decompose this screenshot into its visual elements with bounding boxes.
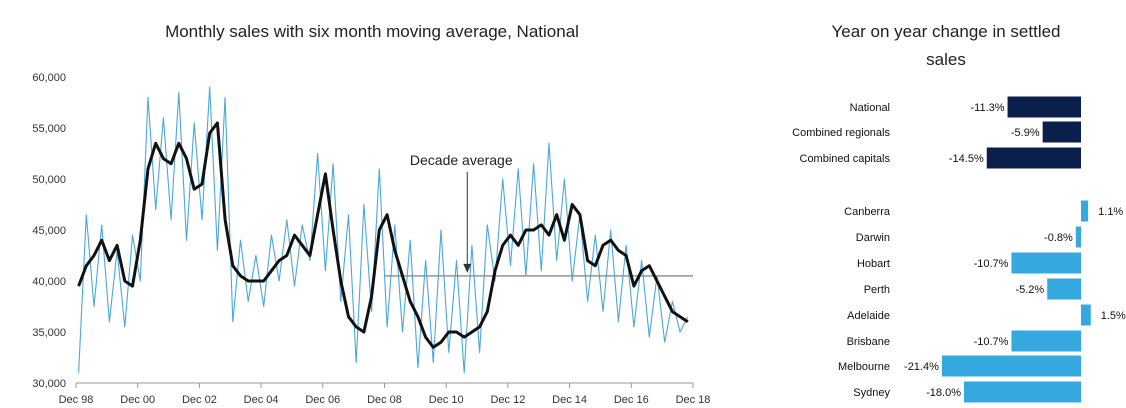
category-label: Perth: [864, 284, 890, 296]
value-label: -11.3%: [971, 102, 1005, 114]
category-label: Canberra: [844, 206, 891, 218]
y-tick-label: 50,000: [32, 174, 66, 186]
x-tick-label: Dec 02: [182, 394, 217, 406]
value-label: 1.1%: [1098, 206, 1123, 218]
value-label: -10.7%: [974, 258, 1009, 270]
line-chart: Monthly sales with six month moving aver…: [32, 22, 710, 406]
moving-average-line: [79, 123, 688, 347]
bar: [987, 148, 1081, 169]
category-label: Darwin: [856, 232, 890, 244]
value-label: -14.5%: [949, 153, 984, 165]
bar: [1011, 253, 1081, 274]
x-tick-label: Dec 06: [305, 394, 340, 406]
x-tick-label: Dec 04: [244, 394, 279, 406]
x-tick-label: Dec 14: [552, 394, 587, 406]
bar: [942, 356, 1081, 377]
value-label: -10.7%: [974, 336, 1009, 348]
y-tick-label: 60,000: [32, 72, 66, 84]
moving-average-series: [79, 123, 688, 347]
category-label: National: [850, 102, 890, 114]
value-label: -5.2%: [1015, 284, 1044, 296]
category-label: Sydney: [853, 387, 890, 399]
bar: [1081, 305, 1091, 326]
category-label: Hobart: [857, 258, 890, 270]
bar: [1047, 279, 1081, 300]
x-tick-label: Dec 08: [367, 394, 402, 406]
monthly-sales-line: [79, 87, 688, 373]
y-axis-ticks: 30,000 35,000 40,000 45,000 50,000 55,000 60,0…: [32, 72, 66, 390]
x-tick-label: Dec 10: [429, 394, 464, 406]
x-tick-label: Dec 18: [676, 394, 711, 406]
line-chart-title: Monthly sales with six month moving aver…: [165, 22, 579, 41]
value-label: 1.5%: [1101, 310, 1126, 322]
bar-chart-title-line-2: sales: [926, 50, 966, 69]
decade-average-label: Decade average: [410, 152, 513, 168]
y-tick-label: 45,000: [32, 225, 66, 237]
category-label: Brisbane: [847, 336, 890, 348]
x-tick-label: Dec 16: [614, 394, 649, 406]
y-tick-label: 30,000: [32, 378, 66, 390]
x-tick-label: Dec 12: [490, 394, 525, 406]
bar: [1081, 201, 1088, 222]
bar-chart-title-line-1: Year on year change in settled: [831, 22, 1060, 41]
value-label: -21.4%: [904, 361, 939, 373]
x-axis-ticks: Dec 98 Dec 00 Dec 02 Dec 04 Dec 06 Dec 08 Dec …: [59, 383, 711, 406]
monthly-sales-series: [79, 87, 688, 373]
bar: [964, 382, 1081, 403]
bar: [1043, 122, 1081, 143]
bar-series: National -11.3% Combined regionals -5.9% Com…: [792, 97, 1126, 403]
bar: [1011, 331, 1081, 352]
x-tick-label: Dec 00: [120, 394, 155, 406]
bar: [1076, 227, 1081, 248]
value-label: -0.8%: [1044, 232, 1073, 244]
category-label: Melbourne: [838, 361, 890, 373]
bar: [1008, 97, 1081, 118]
x-tick-label: Dec 98: [59, 394, 94, 406]
category-label: Combined regionals: [792, 127, 890, 139]
y-tick-label: 35,000: [32, 327, 66, 339]
bar-chart: Year on year change in settled sales Nat…: [792, 22, 1126, 403]
category-label: Adelaide: [847, 310, 890, 322]
value-label: -5.9%: [1011, 127, 1040, 139]
value-label: -18.0%: [926, 387, 961, 399]
y-tick-label: 40,000: [32, 276, 66, 288]
y-tick-label: 55,000: [32, 123, 66, 135]
category-label: Combined capitals: [800, 153, 891, 165]
